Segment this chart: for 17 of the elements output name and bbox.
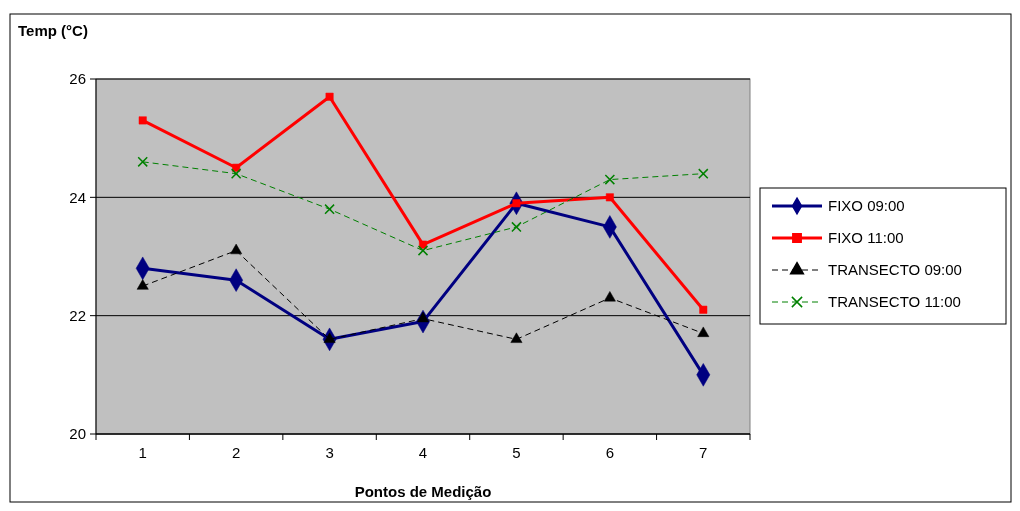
y-tick-label: 24: [69, 188, 86, 206]
x-tick-label: 5: [512, 444, 521, 461]
x-tick-label: 1: [138, 444, 147, 461]
x-tick-label: 7: [699, 444, 708, 461]
x-tick-label: 2: [231, 444, 241, 461]
x-tick-label: 4: [418, 444, 428, 461]
legend-label: TRANSECTO 11:00: [828, 293, 961, 311]
y-tick-label: 22: [69, 306, 86, 324]
x-tick-label: 3: [325, 444, 334, 461]
y-tick-label: 20: [69, 425, 86, 443]
x-tick-label: 6: [605, 444, 615, 461]
legend-label: FIXO 11:00: [828, 229, 904, 247]
y-axis-title: Temp (°C): [18, 22, 88, 39]
x-axis-title: Pontos de Medição: [354, 483, 492, 500]
y-tick-label: 26: [69, 70, 86, 88]
legend-label: TRANSECTO 09:00: [828, 261, 962, 279]
legend-label: FIXO 09:00: [828, 197, 905, 215]
